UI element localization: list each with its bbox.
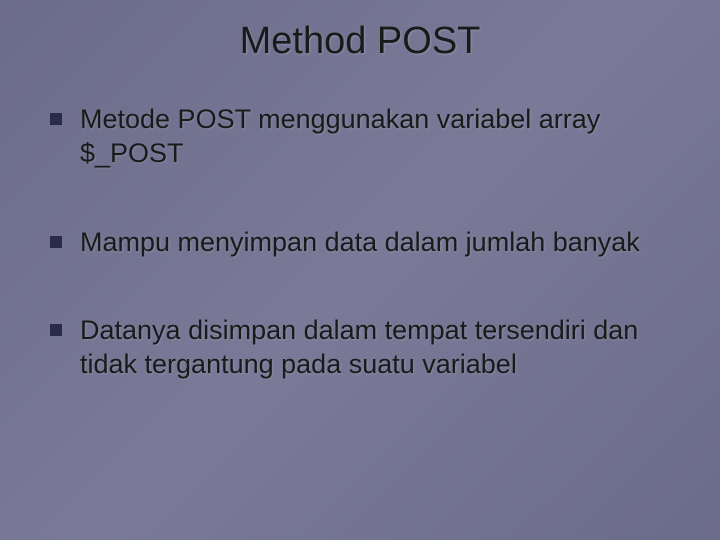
bullet-item: Mampu menyimpan data dalam jumlah banyak [50, 226, 680, 260]
bullet-item: Metode POST menggunakan variabel array $… [50, 103, 680, 171]
bullet-item: Datanya disimpan dalam tempat tersendiri… [50, 314, 680, 382]
slide-container: Method POST Metode POST menggunakan vari… [0, 0, 720, 540]
bullet-list: Metode POST menggunakan variabel array $… [40, 103, 680, 382]
slide-title: Method POST [40, 20, 680, 63]
